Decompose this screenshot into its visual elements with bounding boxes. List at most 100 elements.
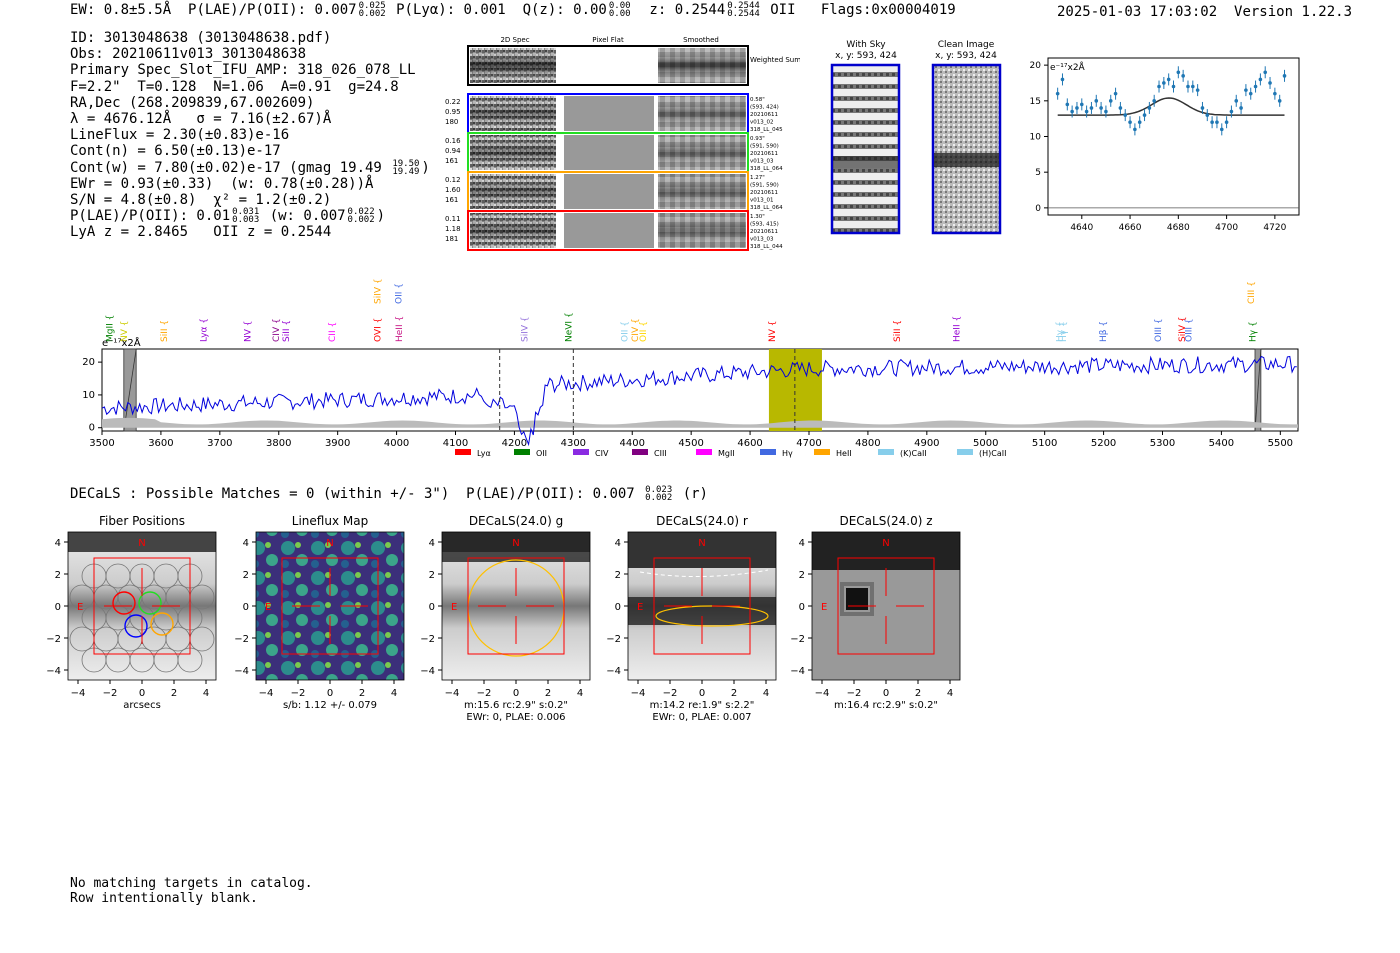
legend-swatch [455, 449, 471, 455]
imaging-x-tick: 0 [139, 688, 145, 699]
spectrum-x-tick: 4400 [620, 438, 645, 449]
spectrum-x-tick: 3600 [148, 438, 173, 449]
spectrum-line-marker: HeII { [395, 316, 405, 342]
legend-label: Hγ [782, 449, 793, 458]
spectrum-x-tick: 4900 [914, 438, 939, 449]
cutout-row-right-value: (593, 415) [750, 222, 779, 228]
imaging-caption: m:16.4 rc:2.9" s:0.2" [834, 700, 938, 711]
imaging-panel: Lineflux Map N E 4 2 0 −2 −4 −4 −2 0 2 4 s/b: 1.12 +/… [234, 514, 405, 711]
spectrum-x-tick: 4600 [737, 438, 762, 449]
sky-panels: With Sky x, y: 593, 424 Clean Image x, y… [830, 40, 1002, 235]
legend-label: HeII [836, 449, 852, 458]
cutout-col-header-1: 2D Spec [500, 36, 529, 44]
spectrum-flux-line [101, 355, 1297, 447]
spectrum-line-marker: SiII { [282, 320, 292, 342]
imaging-y-tick: 0 [243, 602, 249, 613]
line-fit-point [1176, 70, 1181, 75]
info-plae2-lo: 0.003 [232, 215, 260, 226]
info-plae2-w-hi: 0.022 [347, 207, 375, 218]
imaging-x-tick: −4 [631, 688, 646, 699]
imaging-caption-2: EWr: 0, PLAE: 0.007 [652, 712, 751, 723]
clean-image-coords: x, y: 593, 424 [935, 51, 997, 61]
imaging-x-tick: 2 [545, 688, 551, 699]
line-fit-point [1157, 84, 1161, 89]
imaging-x-tick: −2 [103, 688, 118, 699]
line-fit-point [1079, 102, 1084, 107]
header-right: 2025-01-03 17:03:02 Version 1.22.3 [1057, 4, 1352, 20]
imaging-panel-title: Fiber Positions [99, 514, 185, 528]
line-fit-point [1210, 120, 1214, 125]
spectrum-x-tick: 3500 [89, 438, 114, 449]
imaging-x-tick: −4 [259, 688, 274, 699]
line-fit-point [1147, 106, 1152, 110]
spectrum-line-marker: OIII { [1184, 318, 1194, 342]
legend-swatch [632, 449, 648, 455]
imaging-panel-title: Lineflux Map [292, 514, 368, 528]
full-spectrum-plot: MgII {NV {SiII {Lyα {NV {CIV {SiII {CII … [82, 278, 1299, 458]
compass-north: N [138, 538, 145, 549]
compass-east: E [77, 602, 83, 613]
spectrum-unit-label: e⁻¹⁷x2Å [102, 336, 141, 349]
info-gmag-hi: 19.50 [392, 158, 420, 169]
line-fit-x-tick: 4660 [1119, 223, 1142, 232]
imaging-x-tick: −2 [477, 688, 492, 699]
imaging-y-tick: 2 [615, 570, 621, 581]
imaging-x-tick: 2 [359, 688, 365, 699]
cutout-row-left-value: 0.11 [445, 215, 461, 223]
line-fit-point [1094, 99, 1099, 103]
spectrum-error-floor [102, 417, 1298, 428]
spectrum-x-tick: 5100 [1032, 438, 1057, 449]
spectrum-line-marker: SiIV { [520, 316, 530, 342]
spectrum-line-marker: NV { [244, 321, 254, 342]
imaging-y-tick: 4 [243, 538, 249, 549]
cutout-row-right-value: (593, 424) [750, 105, 779, 111]
spectrum-line-marker: Hγ { [1059, 321, 1069, 342]
header-qz: Q(z): 0.00 [522, 2, 607, 18]
imaging-panel: Fiber Positions N E 4 2 0 −2 −4 −4 −2 0 2 4 arcsecs [46, 514, 217, 711]
line-fit-y-tick: 5 [1035, 168, 1041, 178]
cutout-row-right-value: 20210611 [750, 229, 778, 235]
cutout-row-right-value: v013_03 [750, 159, 774, 165]
compass-east: E [451, 602, 457, 613]
line-fit-point [1263, 70, 1268, 75]
info-block: ID: 3013048638 (3013048638.pdf) Obs: 202… [70, 30, 430, 241]
line-fit-point [1273, 91, 1277, 96]
line-fit-x-tick: 4680 [1167, 223, 1190, 232]
spectrum-line-label: SiII { [282, 320, 292, 342]
imaging-caption: m:14.2 re:1.9" s:2.2" [650, 700, 755, 711]
line-fit-point [1258, 77, 1263, 82]
spectrum-line-label: HeII { [395, 316, 405, 342]
legend-label: CIV [595, 449, 609, 458]
imaging-y-tick: 0 [55, 602, 61, 613]
imaging-panel-title: DECaLS(24.0) r [656, 514, 748, 528]
line-fit-point [1171, 84, 1176, 89]
line-fit-point [1224, 120, 1229, 125]
imaging-y-tick: 4 [55, 538, 61, 549]
header-plae-hi: 0.025 [358, 1, 386, 11]
header-plya: P(Lyα): 0.001 [396, 2, 506, 18]
imaging-x-tick: 2 [171, 688, 177, 699]
imaging-caption-2: EWr: 0, PLAE: 0.006 [466, 712, 565, 723]
line-fit-point [1118, 106, 1123, 110]
info-plae2: P(LAE)/P(OII): 0.01 [70, 208, 231, 225]
compass-east: E [265, 602, 271, 613]
imaging-y-tick: −2 [790, 634, 805, 645]
weighted-sum-row: Weighted Sum [467, 45, 800, 86]
decals-plae-hi: 0.023 [645, 485, 673, 495]
imaging-x-tick: 2 [915, 688, 921, 699]
spectrum-line-marker: OVI { [374, 318, 384, 342]
line-fit-point [1253, 84, 1258, 89]
info-params: F=2.2" T=0.128 N=1.06 A=0.91 g=24.8 [70, 78, 399, 95]
cutout-row-right-value: 20210611 [750, 151, 778, 157]
spectrum-x-tick: 4500 [678, 438, 703, 449]
info-radec: RA,Dec (268.209839,67.002609) [70, 94, 315, 111]
legend-label: (H)CaII [979, 449, 1006, 458]
header-ew: EW: 0.8±5.5Å [70, 2, 172, 18]
imaging-x-tick: 0 [699, 688, 705, 699]
cutout-row-right-value: (591, 590) [750, 183, 779, 189]
spectrum-line-marker: CIV { [631, 318, 641, 342]
spectrum-line-label: NV { [768, 321, 778, 342]
compass-east: E [821, 602, 827, 613]
line-fit-point [1268, 81, 1272, 85]
spectrum-line-label: MgII { [106, 315, 116, 342]
